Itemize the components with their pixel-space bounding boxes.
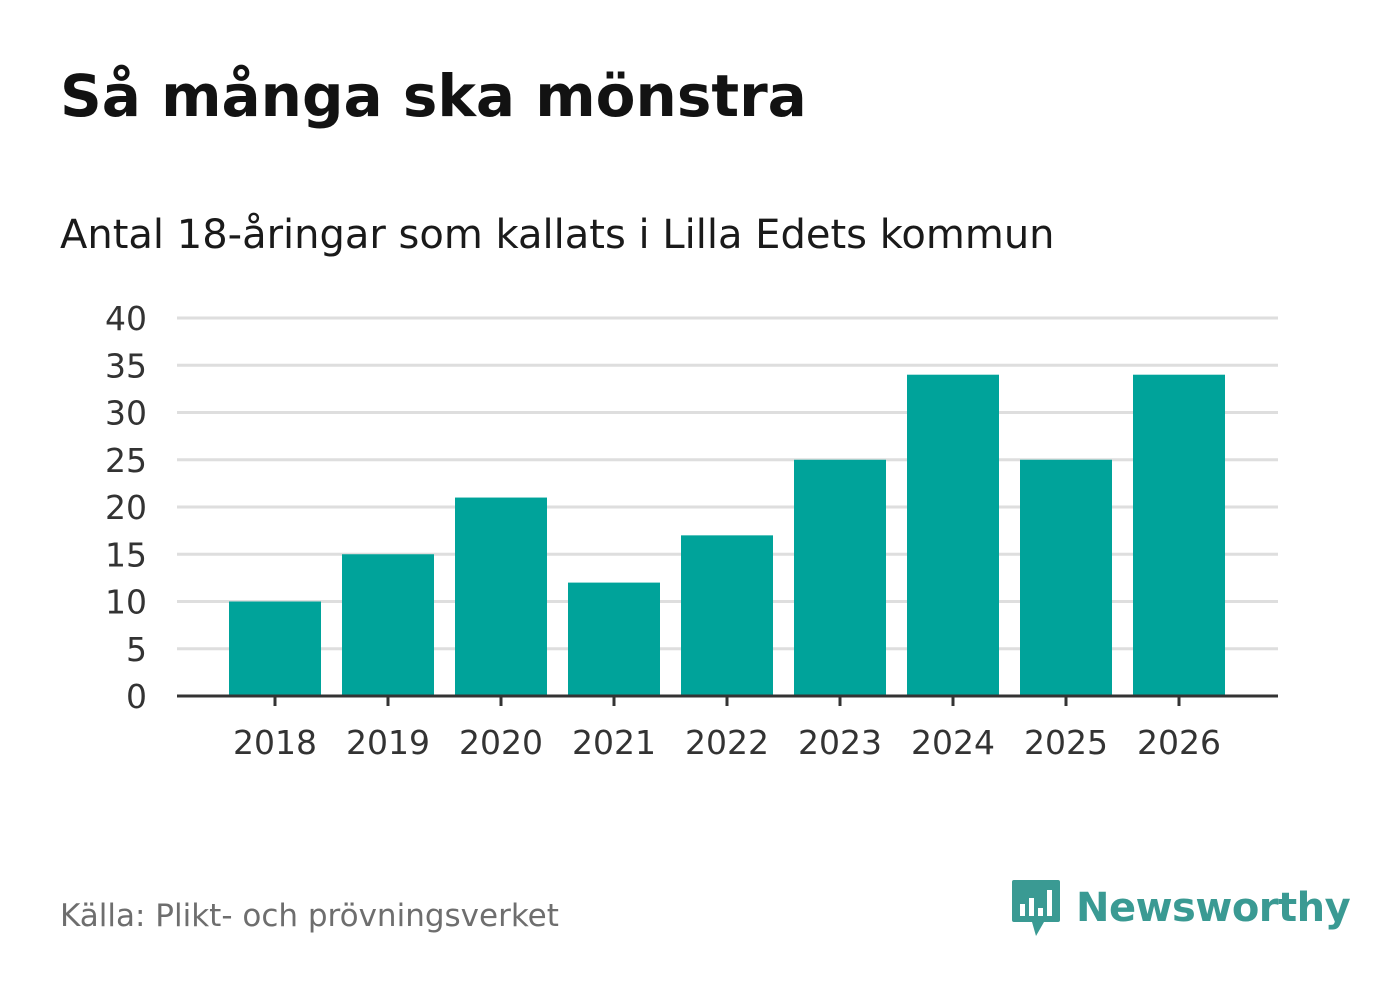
bar-2025 (1020, 459, 1112, 696)
brand-logo: Newsworthy (1010, 878, 1351, 938)
y-tick-label: 10 (105, 583, 147, 622)
bar-2019 (342, 554, 434, 696)
x-tick-label: 2019 (346, 723, 430, 762)
bar-2024 (907, 374, 999, 696)
bar-2018 (229, 601, 321, 696)
chart-subtitle: Antal 18-åringar som kallats i Lilla Ede… (60, 212, 1055, 258)
bar-2023 (794, 459, 886, 696)
y-tick-label: 30 (105, 394, 147, 433)
source-note: Källa: Plikt- och prövningsverket (60, 898, 559, 934)
x-tick-label: 2018 (233, 723, 317, 762)
y-tick-label: 35 (105, 346, 147, 385)
x-tick-label: 2026 (1137, 723, 1221, 762)
y-tick-label: 5 (126, 630, 147, 669)
bar-2022 (681, 535, 773, 696)
brand-name: Newsworthy (1076, 885, 1351, 931)
bar-2021 (568, 582, 660, 696)
x-tick-label: 2023 (798, 723, 882, 762)
x-tick-label: 2020 (459, 723, 543, 762)
x-tick-label: 2022 (685, 723, 769, 762)
y-tick-label: 25 (105, 441, 147, 480)
chart-title: Så många ska mönstra (60, 62, 807, 130)
y-tick-label: 15 (105, 535, 147, 574)
x-tick-label: 2021 (572, 723, 656, 762)
x-tick-label: 2025 (1024, 723, 1108, 762)
newsworthy-logo-icon (1012, 880, 1060, 936)
y-tick-label: 40 (105, 299, 147, 338)
y-tick-label: 20 (105, 488, 147, 527)
x-tick-label: 2024 (911, 723, 995, 762)
bar-2026 (1133, 374, 1225, 696)
y-tick-label: 0 (126, 677, 147, 716)
bar-2020 (455, 497, 547, 696)
